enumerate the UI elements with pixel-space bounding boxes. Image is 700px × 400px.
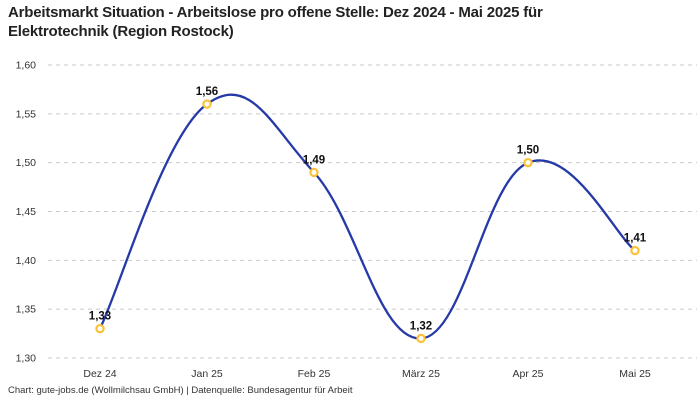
x-axis-label: Mai 25 xyxy=(619,368,651,380)
chart-title: Arbeitsmarkt Situation - Arbeitslose pro… xyxy=(8,4,543,42)
data-point-marker[interactable] xyxy=(523,157,533,168)
data-point-value-label: 1,33 xyxy=(89,311,111,323)
chart-title-line2: Elektrotechnik (Region Rostock) xyxy=(8,22,234,40)
data-point-value-label: 1,50 xyxy=(517,145,539,157)
data-point-marker[interactable] xyxy=(416,333,426,344)
x-axis-label: Feb 25 xyxy=(298,368,331,380)
data-point-value-label: 1,32 xyxy=(410,320,432,332)
y-axis-tick-label: 1,45 xyxy=(16,206,37,218)
x-axis-label: Dez 24 xyxy=(83,368,116,380)
y-axis-tick-label: 1,30 xyxy=(16,353,37,365)
chart-title-line1: Arbeitsmarkt Situation - Arbeitslose pro… xyxy=(8,4,543,21)
x-axis-label: Jan 25 xyxy=(191,368,223,380)
data-point-marker[interactable] xyxy=(309,167,319,178)
data-point-marker[interactable] xyxy=(95,324,105,334)
x-axis-label: Apr 25 xyxy=(513,368,544,380)
x-axis-label: März 25 xyxy=(402,368,440,380)
y-axis-tick-label: 1,40 xyxy=(16,255,37,267)
data-point-marker[interactable] xyxy=(202,99,212,109)
data-point-value-label: 1,56 xyxy=(196,86,218,98)
data-point-value-label: 1,49 xyxy=(303,154,325,166)
data-point-marker[interactable] xyxy=(630,245,640,256)
y-axis-tick-label: 1,35 xyxy=(16,304,37,316)
y-axis-tick-label: 1,60 xyxy=(16,60,37,72)
data-point-value-label: 1,41 xyxy=(624,233,647,245)
y-axis-tick-label: 1,55 xyxy=(16,108,37,120)
y-axis-tick-label: 1,50 xyxy=(16,157,37,169)
chart-credit: Chart: gute-jobs.de (Wollmilchsau GmbH) … xyxy=(8,385,353,396)
series-line xyxy=(98,93,637,340)
